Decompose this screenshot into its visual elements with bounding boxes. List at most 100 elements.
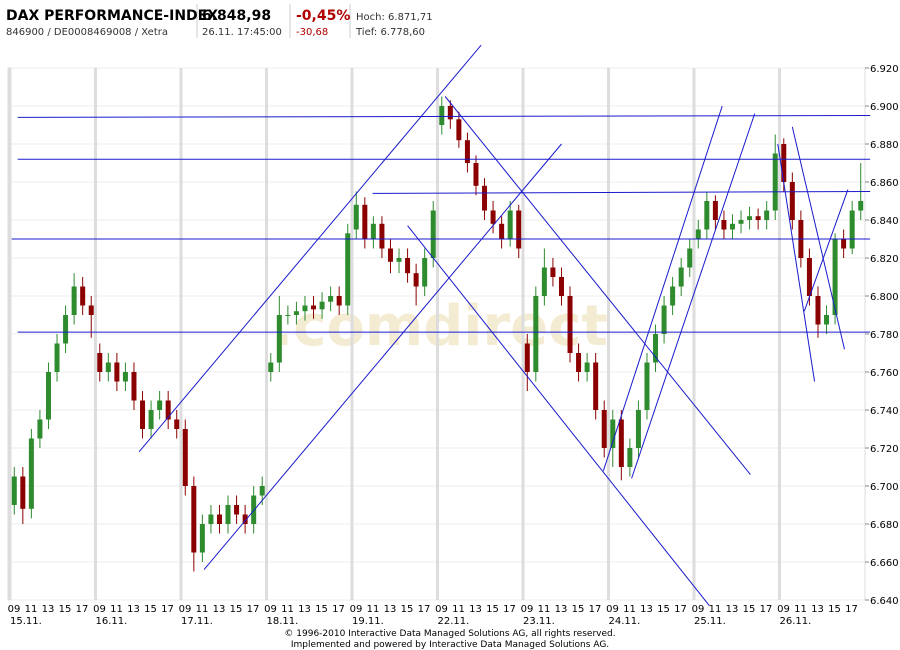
candle-body bbox=[122, 372, 128, 382]
candle-body bbox=[464, 140, 470, 163]
candle-body bbox=[541, 267, 547, 296]
candle-body bbox=[114, 362, 120, 382]
candle-body bbox=[533, 296, 539, 372]
candle-body bbox=[516, 210, 522, 249]
candle-body bbox=[182, 429, 188, 486]
candle-body bbox=[63, 315, 69, 344]
day-separator bbox=[94, 68, 97, 600]
x-tick-label: 09 bbox=[692, 604, 705, 615]
x-tick-label: 15 bbox=[828, 604, 841, 615]
candle-body bbox=[653, 334, 659, 363]
trend-line bbox=[203, 143, 562, 570]
price: 6.848,98 bbox=[202, 8, 271, 24]
candle-body bbox=[704, 201, 710, 230]
day-separator bbox=[350, 68, 354, 600]
candle-body bbox=[370, 223, 376, 239]
title: DAX PERFORMANCE-INDEX bbox=[6, 8, 218, 24]
x-tick-label: 17 bbox=[418, 604, 431, 615]
candle-body bbox=[345, 233, 351, 306]
x-tick-label: 11 bbox=[196, 604, 209, 615]
x-tick-label: 13 bbox=[726, 604, 739, 615]
y-tick-label: 6.920 bbox=[870, 64, 899, 75]
day-separator bbox=[521, 68, 525, 600]
candle-body bbox=[635, 410, 641, 448]
subtitle: 846900 / DE0008469008 / Xetra bbox=[6, 27, 168, 38]
x-tick-label: 17 bbox=[760, 604, 773, 615]
day-separator bbox=[436, 68, 439, 600]
candle-body bbox=[721, 220, 727, 230]
candle-body bbox=[37, 419, 43, 439]
x-day-label: 22.11. bbox=[438, 616, 470, 627]
candle-body bbox=[781, 144, 787, 182]
candle-body bbox=[88, 305, 94, 315]
candle-body bbox=[11, 476, 17, 505]
y-tick-label: 6.700 bbox=[870, 482, 899, 493]
x-tick-label: 11 bbox=[623, 604, 636, 615]
candle-body bbox=[439, 106, 445, 125]
x-tick-label: 17 bbox=[161, 604, 174, 615]
candle-body bbox=[259, 486, 265, 496]
trend-line bbox=[444, 96, 751, 475]
candle-body bbox=[225, 505, 231, 524]
x-tick-label: 15 bbox=[230, 604, 243, 615]
candle-body bbox=[712, 201, 718, 220]
candle-body bbox=[328, 296, 334, 302]
x-tick-label: 17 bbox=[674, 604, 687, 615]
y-tick-label: 6.880 bbox=[870, 140, 899, 151]
x-tick-label: 09 bbox=[8, 604, 21, 615]
candle-body bbox=[105, 362, 111, 372]
x-tick-label: 15 bbox=[486, 604, 499, 615]
x-tick-label: 11 bbox=[452, 604, 465, 615]
day-separator bbox=[607, 68, 610, 600]
y-tick-label: 6.660 bbox=[870, 558, 899, 569]
candle-body bbox=[456, 119, 462, 141]
candle-body bbox=[54, 343, 60, 372]
candle-body bbox=[558, 277, 564, 296]
trend-line bbox=[407, 225, 710, 607]
x-day-label: 23.11. bbox=[523, 616, 555, 627]
candle-body bbox=[687, 248, 693, 268]
x-tick-label: 13 bbox=[640, 604, 653, 615]
trend-line bbox=[803, 189, 849, 312]
candle-body bbox=[473, 163, 479, 186]
x-tick-label: 13 bbox=[213, 604, 226, 615]
y-tick-label: 6.740 bbox=[870, 406, 899, 417]
candle-body bbox=[268, 362, 274, 372]
candle-body bbox=[447, 106, 453, 120]
day-separator bbox=[778, 68, 781, 600]
candle-body bbox=[584, 362, 590, 372]
candle-body bbox=[20, 476, 26, 509]
x-tick-label: 13 bbox=[811, 604, 824, 615]
x-tick-label: 17 bbox=[845, 604, 858, 615]
trend-line bbox=[602, 105, 723, 471]
candle-body bbox=[396, 258, 402, 262]
footer-line: Implemented and powered by Interactive D… bbox=[291, 640, 609, 650]
x-tick-label: 09 bbox=[606, 604, 619, 615]
x-day-label: 17.11. bbox=[181, 616, 213, 627]
candle-body bbox=[285, 315, 291, 316]
x-day-label: 19.11. bbox=[352, 616, 384, 627]
candle-body bbox=[567, 296, 573, 353]
candle-body bbox=[216, 514, 222, 524]
change-abs: -30,68 bbox=[296, 27, 328, 38]
x-day-label: 16.11. bbox=[96, 616, 128, 627]
x-tick-label: 15 bbox=[315, 604, 328, 615]
candle-body bbox=[131, 372, 137, 401]
y-tick-label: 6.800 bbox=[870, 292, 899, 303]
footer-line: © 1996-2010 Interactive Data Managed Sol… bbox=[284, 629, 615, 639]
watermark: .comdirect bbox=[272, 294, 608, 359]
candle-body bbox=[593, 362, 599, 410]
x-tick-label: 17 bbox=[503, 604, 516, 615]
x-tick-label: 09 bbox=[179, 604, 192, 615]
candle-body bbox=[311, 305, 317, 310]
candle-body bbox=[71, 286, 77, 315]
candle-body bbox=[157, 400, 163, 410]
candle-body bbox=[610, 419, 616, 448]
candle-body bbox=[362, 204, 368, 239]
candle-body bbox=[422, 258, 428, 287]
y-tick-label: 6.720 bbox=[870, 444, 899, 455]
x-tick-label: 13 bbox=[127, 604, 140, 615]
x-tick-label: 15 bbox=[572, 604, 585, 615]
trend-line bbox=[17, 115, 871, 118]
y-tick-label: 6.640 bbox=[870, 596, 899, 607]
